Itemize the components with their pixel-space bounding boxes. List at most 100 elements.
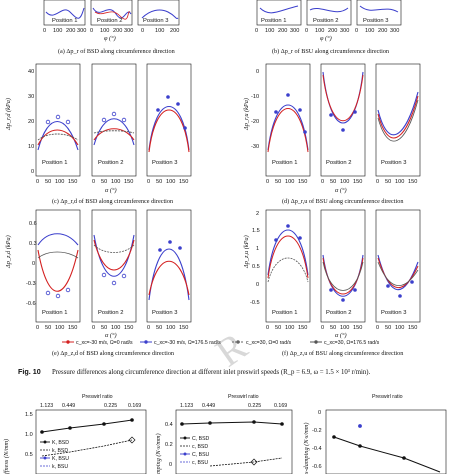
d-position-3: Position 3 [381,160,406,166]
svg-text:0.225: 0.225 [248,403,261,409]
svg-text:40: 40 [28,69,34,75]
svg-text:0: 0 [321,325,324,331]
c-position-2: Position 2 [98,160,123,166]
svg-text:150: 150 [124,325,133,331]
svg-text:30: 30 [28,94,34,100]
svg-text:-20: -20 [251,119,259,125]
legend-item-2: c_xc=-30 m/s, Ω=176.5 rad/s [154,340,221,346]
e-position-3: Position 3 [152,310,177,316]
panel-e-plots: Δp_z,d (kPa) 0.60.30-0.3-0.6 Position 1 … [5,209,192,339]
e-position-1: Position 1 [42,310,67,316]
panel-d-plots: Δp_r,u (kPa) 0 -10 -20 -30 Position 1 Posit… [243,63,421,205]
figure-label: Fig. 10 [18,367,41,376]
svg-text:100: 100 [395,325,404,331]
svg-text:100: 100 [340,179,349,185]
svg-text:50: 50 [330,179,336,185]
svg-text:1.123: 1.123 [180,403,193,409]
svg-text:100: 100 [166,179,175,185]
svg-text:100: 100 [55,325,64,331]
svg-text:0: 0 [318,410,321,416]
svg-text:0.169: 0.169 [274,403,287,409]
br-top-title: Preswirl ratio [372,394,403,400]
svg-text:50: 50 [275,325,281,331]
svg-text:200: 200 [328,28,337,34]
bottom-left-plot: Preswirl ratio 1.123 0.449 0.225 0.169 f… [3,394,147,474]
bottom-right-plot: Preswirl ratio s-damping (N·s/mm) 0 -0.2… [303,394,447,474]
f-position-1: Position 1 [272,310,297,316]
svg-text:150: 150 [124,179,133,185]
c-xlabel: α (°) [105,187,117,194]
svg-text:1.123: 1.123 [40,403,53,409]
svg-text:150: 150 [353,179,362,185]
svg-text:200: 200 [278,28,287,34]
svg-text:100: 100 [166,325,175,331]
legend-item-3: c_xc=30, Ω=0 rad/s [246,340,292,346]
svg-text:100: 100 [155,28,164,34]
br-ylabel: s-damping (N·s/mm) [303,423,310,474]
caption-d: (d) Δp_r,u of BSU along circumference di… [282,198,403,205]
f-xlabel: α (°) [335,332,347,339]
svg-text:2: 2 [256,211,259,217]
svg-text:150: 150 [298,179,307,185]
svg-text:100: 100 [285,179,294,185]
figure-caption: Pressure differences along circumference… [52,369,371,376]
svg-text:200: 200 [170,28,179,34]
svg-text:100: 100 [285,325,294,331]
svg-text:k, BSU: k, BSU [52,464,68,470]
svg-text:0: 0 [36,179,39,185]
caption-f: (f) Δp_z,u of BSU along circumference di… [282,350,403,357]
b-position-1: Position 1 [261,18,286,24]
svg-text:-0.2: -0.2 [312,428,322,434]
caption-e: (e) Δp_z,d of BSD along circumference di… [52,350,174,357]
caption-c: (c) Δp_r,d of BSD along circumference di… [52,198,173,205]
c-position-3: Position 3 [152,160,177,166]
c-ylabel: Δp_r,d (kPa) [5,98,12,131]
legend-item-1: c_xc=-30 m/s, Ω=0 rad/s [76,340,133,346]
svg-text:100: 100 [395,179,404,185]
svg-text:1.0: 1.0 [25,432,33,438]
svg-text:0: 0 [92,179,95,185]
svg-text:100: 100 [315,28,324,34]
panel-a-plots: Position 1 Position 2 Position 3 0 100 200… [43,0,179,55]
svg-text:0: 0 [266,179,269,185]
b-position-2: Position 2 [313,18,338,24]
svg-text:C, BSU: C, BSU [192,452,210,458]
svg-text:0: 0 [147,179,150,185]
svg-text:100: 100 [55,179,64,185]
b-xlabel: φ (°) [320,35,332,42]
svg-text:50: 50 [330,325,336,331]
svg-text:-0.5: -0.5 [250,300,260,306]
svg-text:0: 0 [256,69,259,75]
svg-text:100: 100 [365,28,374,34]
svg-text:100: 100 [265,28,274,34]
svg-text:c, BSD: c, BSD [192,444,208,450]
svg-text:0: 0 [36,325,39,331]
svg-text:100: 100 [340,325,349,331]
svg-text:c, BSU: c, BSU [192,460,208,466]
svg-text:0.5: 0.5 [252,264,260,270]
a-xlabel: φ (°) [104,35,116,42]
svg-text:0.449: 0.449 [62,403,75,409]
d-position-2: Position 2 [326,160,351,166]
svg-text:150: 150 [68,179,77,185]
svg-text:0: 0 [355,28,358,34]
svg-text:50: 50 [156,179,162,185]
svg-text:1.5: 1.5 [25,412,33,418]
bl-ylabel: ffness (N/mm) [3,439,10,474]
svg-text:300: 300 [77,28,86,34]
svg-text:0: 0 [32,261,35,267]
svg-text:-10: -10 [251,94,259,100]
svg-text:300: 300 [290,28,299,34]
svg-text:0: 0 [141,28,144,34]
svg-text:0.2: 0.2 [165,442,173,448]
svg-text:50: 50 [275,179,281,185]
svg-text:0: 0 [31,169,34,175]
f-position-2: Position 2 [326,310,351,316]
svg-text:150: 150 [179,325,188,331]
svg-text:150: 150 [408,179,417,185]
svg-text:50: 50 [385,325,391,331]
svg-text:k, BSD: k, BSD [52,448,68,454]
svg-text:0: 0 [169,462,172,468]
svg-text:0.3: 0.3 [29,241,37,247]
